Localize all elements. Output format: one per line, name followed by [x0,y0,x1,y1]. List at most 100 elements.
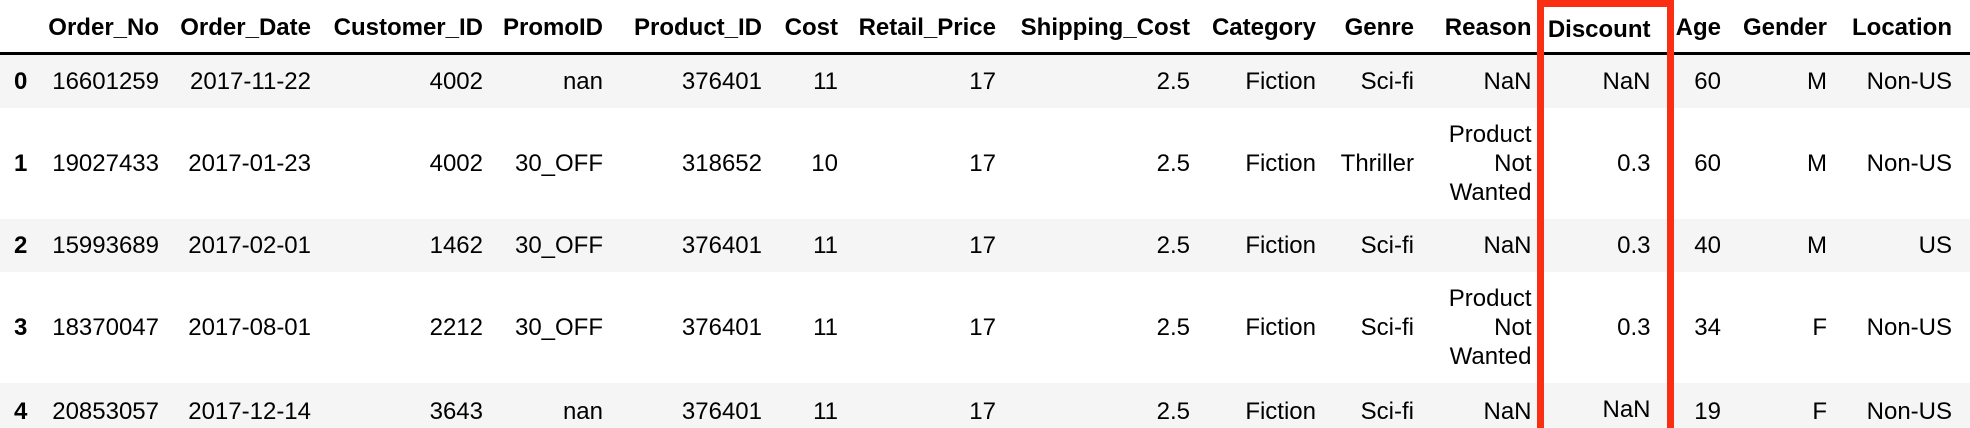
cell-reason: NaN [1483,397,1532,425]
cell-genre: Sci-fi [1360,314,1414,341]
cell-cost: 11 [813,314,838,341]
row-index: 1 [14,150,28,177]
cell-category: Fiction [1245,68,1316,95]
column-header-gender: Gender [1726,3,1832,55]
column-header-age: Age [1670,3,1726,55]
cell-order_date: 2017-01-23 [188,150,311,177]
column-header-cost: Cost [767,3,843,55]
cell-retail_price: 17 [969,397,996,425]
cell-order_date: 2017-11-22 [190,68,311,95]
cell-category: Fiction [1245,397,1316,425]
header-row: Order_No Order_Date Customer_ID PromoID Prod… [0,0,1970,55]
cell-age: 60 [1694,68,1721,95]
cell-product_id: 376401 [681,232,762,259]
row-index: 4 [14,397,28,425]
cell-discount: 0.3 [1536,219,1674,272]
cell-customer_id: 3643 [429,397,483,425]
cell-category: Fiction [1245,232,1316,259]
cell-retail_price: 17 [969,68,996,95]
cell-location: Non-US [1866,150,1952,177]
column-header-location: Location [1832,3,1970,55]
cell-product_id: 376401 [681,397,762,425]
cell-genre: Sci-fi [1360,397,1414,425]
cell-gender: M [1807,68,1827,95]
cell-cost: 10 [811,150,838,177]
table-row: 2 15993689 2017-02-01 1462 30_OFF 376401 11 17 2… [0,219,1970,272]
cell-location: US [1918,232,1952,259]
cell-shipping_cost: 2.5 [1156,314,1190,341]
row-index: 0 [14,68,28,95]
cell-age: 19 [1694,397,1721,425]
cell-category: Fiction [1245,150,1316,177]
row-index: 3 [14,314,28,341]
cell-promoid: 30_OFF [514,232,603,259]
cell-gender: F [1812,397,1827,425]
cell-order_date: 2017-08-01 [188,314,311,341]
cell-customer_id: 1462 [429,232,483,259]
cell-order_no: 19027433 [52,150,159,177]
column-header-reason: Reason [1419,3,1540,55]
cell-product_id: 376401 [681,68,762,95]
cell-age: 40 [1694,232,1721,259]
cell-genre: Sci-fi [1360,232,1414,259]
column-header-product_id: Product_ID [608,3,767,55]
cell-reason: Product Not Wanted [1448,121,1532,206]
cell-promoid: nan [562,68,603,95]
cell-order_no: 20853057 [52,397,159,425]
cell-shipping_cost: 2.5 [1156,397,1190,425]
column-header-promoid: PromoID [488,3,608,55]
cell-location: Non-US [1866,68,1952,95]
table-header-row: Order_No Order_Date Customer_ID PromoID Prod… [0,0,1970,55]
cell-promoid: nan [562,397,603,425]
cell-retail_price: 17 [969,150,996,177]
column-header-retail_price: Retail_Price [843,3,1001,55]
cell-shipping_cost: 2.5 [1156,68,1190,95]
cell-cost: 11 [813,68,838,95]
cell-shipping_cost: 2.5 [1156,150,1190,177]
cell-age: 34 [1694,314,1721,341]
column-header-genre: Genre [1321,3,1419,55]
cell-gender: F [1812,314,1827,341]
column-header-order_no: Order_No [40,3,164,55]
cell-location: Non-US [1866,397,1952,425]
cell-product_id: 376401 [681,314,762,341]
table-row: 3 18370047 2017-08-01 2212 30_OFF 376401 11 17 2… [0,272,1970,383]
cell-gender: M [1807,150,1827,177]
cell-gender: M [1807,232,1827,259]
column-header-customer_id: Customer_ID [316,3,488,55]
cell-order_no: 18370047 [52,314,159,341]
cell-location: Non-US [1866,314,1952,341]
cell-retail_price: 17 [969,314,996,341]
cell-discount: 0.3 [1536,272,1674,383]
column-header-order_date: Order_Date [164,3,316,55]
cell-customer_id: 4002 [429,150,483,177]
cell-order_no: 15993689 [52,232,159,259]
table-row: 1 19027433 2017-01-23 4002 30_OFF 318652 10 17 2… [0,108,1970,219]
table-row: 4 20853057 2017-12-14 3643 nan 376401 11 17 2.5 F… [0,383,1970,428]
cell-shipping_cost: 2.5 [1156,232,1190,259]
cell-order_date: 2017-02-01 [188,232,311,259]
column-header-shipping_cost: Shipping_Cost [1001,3,1195,55]
cell-promoid: 30_OFF [514,150,603,177]
cell-product_id: 318652 [681,150,762,177]
table-body: 0 16601259 2017-11-22 4002 nan 376401 11 17 2.5 F… [0,53,1970,428]
cell-promoid: 30_OFF [514,314,603,341]
cell-discount: 0.3 [1536,108,1674,219]
table-row: 0 16601259 2017-11-22 4002 nan 376401 11 17 2.5 F… [0,53,1970,108]
index-column-header [0,3,40,55]
cell-customer_id: 4002 [429,68,483,95]
cell-order_no: 16601259 [52,68,159,95]
cell-cost: 11 [813,397,838,425]
cell-retail_price: 17 [969,232,996,259]
cell-discount: NaN [1536,53,1674,108]
cell-customer_id: 2212 [429,314,483,341]
cell-age: 60 [1694,150,1721,177]
row-index: 2 [14,232,28,259]
cell-reason: NaN [1483,68,1532,95]
column-header-category: Category [1195,3,1321,55]
cell-category: Fiction [1245,314,1316,341]
cell-reason: NaN [1483,232,1532,259]
cell-order_date: 2017-12-14 [188,397,311,425]
